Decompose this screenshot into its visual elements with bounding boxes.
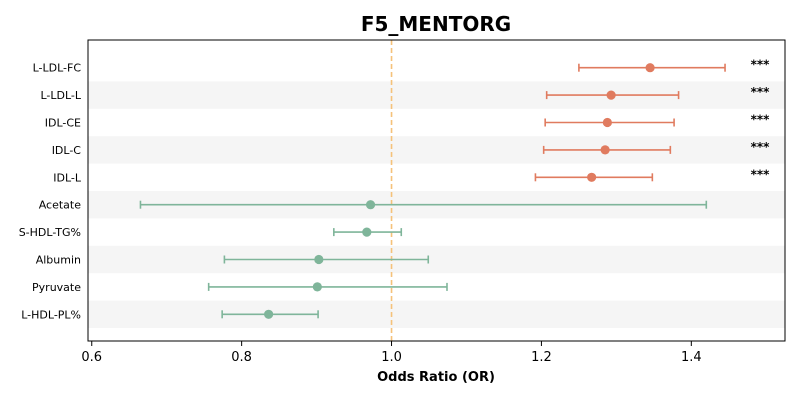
- row-mark-l-hdl-pl-: [221, 309, 319, 319]
- category-label: IDL-CE: [45, 117, 81, 130]
- significance-label: ***: [751, 113, 771, 127]
- category-label: IDL-C: [52, 144, 82, 157]
- x-tick-label: 1.4: [681, 350, 702, 365]
- row-mark-l-ldl-l: [545, 90, 680, 100]
- or-point: [602, 117, 612, 128]
- row-stripe: [88, 300, 785, 328]
- category-label: L-HDL-PL%: [21, 308, 81, 321]
- category-label: Albumin: [36, 254, 81, 267]
- chart-title: F5_MENTORG: [361, 12, 511, 36]
- row-mark-pyruvate: [207, 282, 448, 292]
- or-point: [587, 172, 597, 182]
- row-mark-albumin: [223, 254, 430, 265]
- or-point: [312, 282, 322, 292]
- category-label: S-HDL-TG%: [19, 226, 81, 239]
- row-mark-idl-l: [534, 172, 654, 182]
- x-tick-label: 1.2: [531, 350, 552, 365]
- x-axis-label: Odds Ratio (OR): [377, 370, 495, 385]
- row-mark-idl-c: [542, 145, 672, 155]
- row-mark-s-hdl-tg-: [333, 227, 403, 237]
- category-label: L-LDL-L: [40, 89, 81, 102]
- row-stripe: [88, 81, 785, 109]
- or-point: [606, 90, 616, 100]
- or-point: [314, 254, 324, 265]
- marks-group: [139, 63, 726, 319]
- significance-label: ***: [751, 140, 771, 154]
- row-stripe: [88, 136, 785, 164]
- row-stripe: [88, 245, 785, 274]
- significance-label: ***: [751, 85, 771, 99]
- row-mark-l-ldl-fc: [578, 63, 726, 73]
- significance-label: ***: [751, 167, 771, 181]
- category-labels: L-LDL-FC L-LDL-L IDL-CE IDL-C IDL-L Acetate S-…: [19, 62, 82, 322]
- plot-frame: [87, 39, 786, 342]
- or-point: [264, 309, 274, 319]
- or-point: [362, 227, 372, 237]
- or-point: [365, 200, 376, 210]
- x-axis: 0.6 0.8 1.0 1.2 1.4: [81, 341, 702, 365]
- category-label: Acetate: [39, 199, 82, 212]
- x-tick-label: 0.6: [81, 350, 102, 365]
- or-point: [600, 145, 610, 155]
- row-mark-idl-ce: [544, 117, 675, 128]
- or-point: [645, 63, 655, 73]
- category-label: IDL-L: [53, 171, 82, 184]
- x-tick-label: 1.0: [381, 350, 402, 365]
- category-label: L-LDL-FC: [33, 62, 82, 75]
- row-mark-acetate: [139, 200, 708, 210]
- significance-labels: *** *** *** *** ***: [751, 58, 771, 182]
- significance-label: ***: [751, 58, 771, 72]
- x-tick-label: 0.8: [231, 350, 252, 365]
- category-label: Pyruvate: [32, 281, 81, 294]
